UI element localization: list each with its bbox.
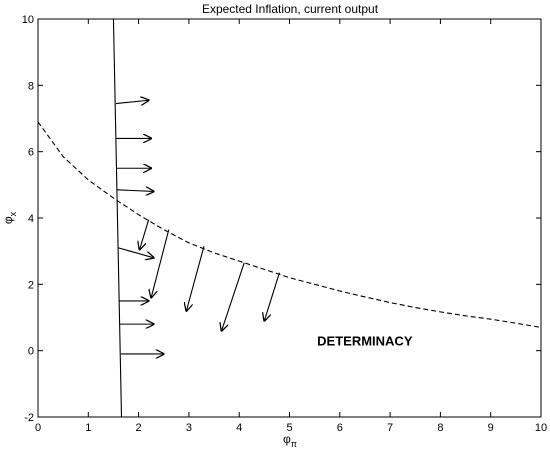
y-tick-label: 8 (28, 80, 34, 92)
y-axis-label: φx (1, 211, 18, 224)
x-tick-label: 1 (85, 422, 91, 434)
y-tick-label: 6 (28, 147, 34, 159)
y-tick-label: 4 (28, 213, 34, 225)
region-annotation: DETERMINACY (317, 334, 413, 349)
y-axis-label-base: φ (1, 216, 15, 224)
x-tick-label: 5 (286, 422, 292, 434)
series-line-dashed (37, 121, 542, 328)
vector-arrow (186, 246, 205, 311)
x-tick-label: 2 (136, 422, 142, 434)
vector-arrow (222, 262, 245, 331)
y-tick-label: 0 (28, 346, 34, 358)
vector-arrow (117, 190, 153, 192)
x-tick-label: 10 (535, 422, 547, 434)
vector-arrow (140, 219, 150, 250)
plot-frame (37, 18, 542, 418)
y-tick-label: 10 (22, 14, 34, 26)
x-tick-label: 4 (236, 422, 242, 434)
series-line-solid (112, 18, 123, 418)
vector-arrow (264, 272, 280, 321)
plot-area: DETERMINACY (37, 18, 542, 418)
vector-arrow (151, 229, 170, 298)
vector-arrow (115, 100, 149, 103)
x-tick-label: 9 (488, 422, 494, 434)
x-tick-label: 0 (35, 422, 41, 434)
vector-arrow (118, 247, 153, 258)
chart-title: Expected Inflation, current output (202, 2, 379, 16)
x-axis-ticks: 0 1 2 3 4 5 6 7 8 9 10 (35, 19, 547, 434)
x-tick-label: 3 (186, 422, 192, 434)
x-axis-label: φπ (283, 432, 297, 449)
y-axis-ticks: -2 0 2 4 6 8 10 (22, 14, 541, 424)
y-tick-label: 2 (28, 279, 34, 291)
x-axis-label-subscript: π (291, 439, 297, 449)
y-tick-label: -2 (24, 412, 34, 424)
y-axis-label-subscript: x (8, 211, 18, 216)
x-tick-label: 6 (337, 422, 343, 434)
x-tick-label: 7 (387, 422, 393, 434)
x-tick-label: 8 (437, 422, 443, 434)
x-axis-label-base: φ (283, 432, 291, 446)
